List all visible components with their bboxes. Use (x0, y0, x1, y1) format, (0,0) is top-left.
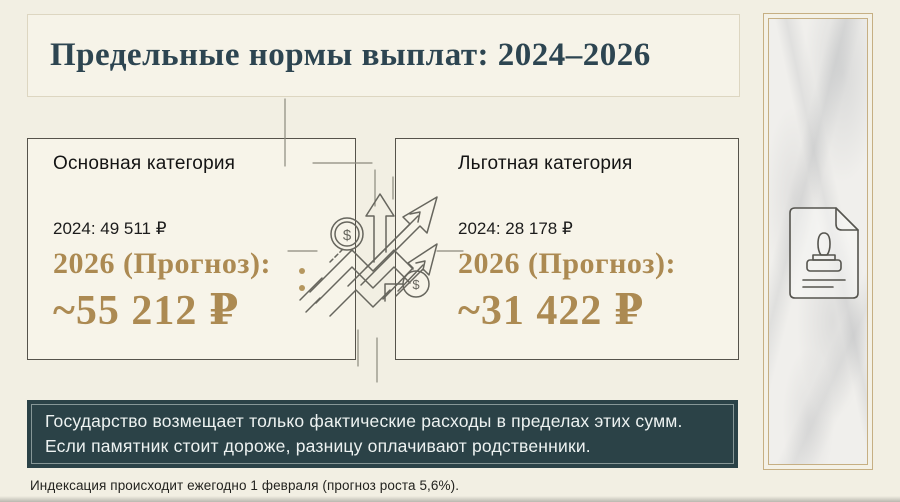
page-title: Предельные нормы выплат: 2024–2026 (50, 37, 651, 73)
card-privileged-category: Льготная категория 2024: 28 178 ₽ 2026 (… (395, 138, 739, 360)
footer-note: Индексация происходит ежегодно 1 февраля… (30, 478, 460, 493)
marble-texture (768, 18, 868, 465)
card-forecast-value: ~31 422 ₽ (458, 288, 645, 334)
card-forecast-label: 2026 (Прогноз): (53, 247, 271, 280)
notice-line-1: Государство возмещает только фактические… (45, 411, 683, 431)
notice-banner: Государство возмещает только фактические… (27, 400, 738, 468)
bottom-edge-artifact (0, 496, 900, 502)
card-forecast-value: ~55 212 ₽ (53, 288, 240, 334)
marble-side-panel (763, 13, 873, 470)
card-label: Льготная категория (458, 153, 633, 174)
notice-line-2: Если памятник стоит дороже, разницу опла… (45, 436, 591, 456)
card-current-value: 2024: 28 178 ₽ (458, 219, 573, 238)
card-main-category: Основная категория 2024: 49 511 ₽ 2026 (… (27, 138, 356, 360)
title-box: Предельные нормы выплат: 2024–2026 (27, 14, 740, 97)
stamped-document-icon (789, 207, 859, 299)
card-label: Основная категория (53, 153, 236, 174)
card-current-value: 2024: 49 511 ₽ (53, 219, 167, 238)
card-forecast-label: 2026 (Прогноз): (458, 247, 676, 280)
